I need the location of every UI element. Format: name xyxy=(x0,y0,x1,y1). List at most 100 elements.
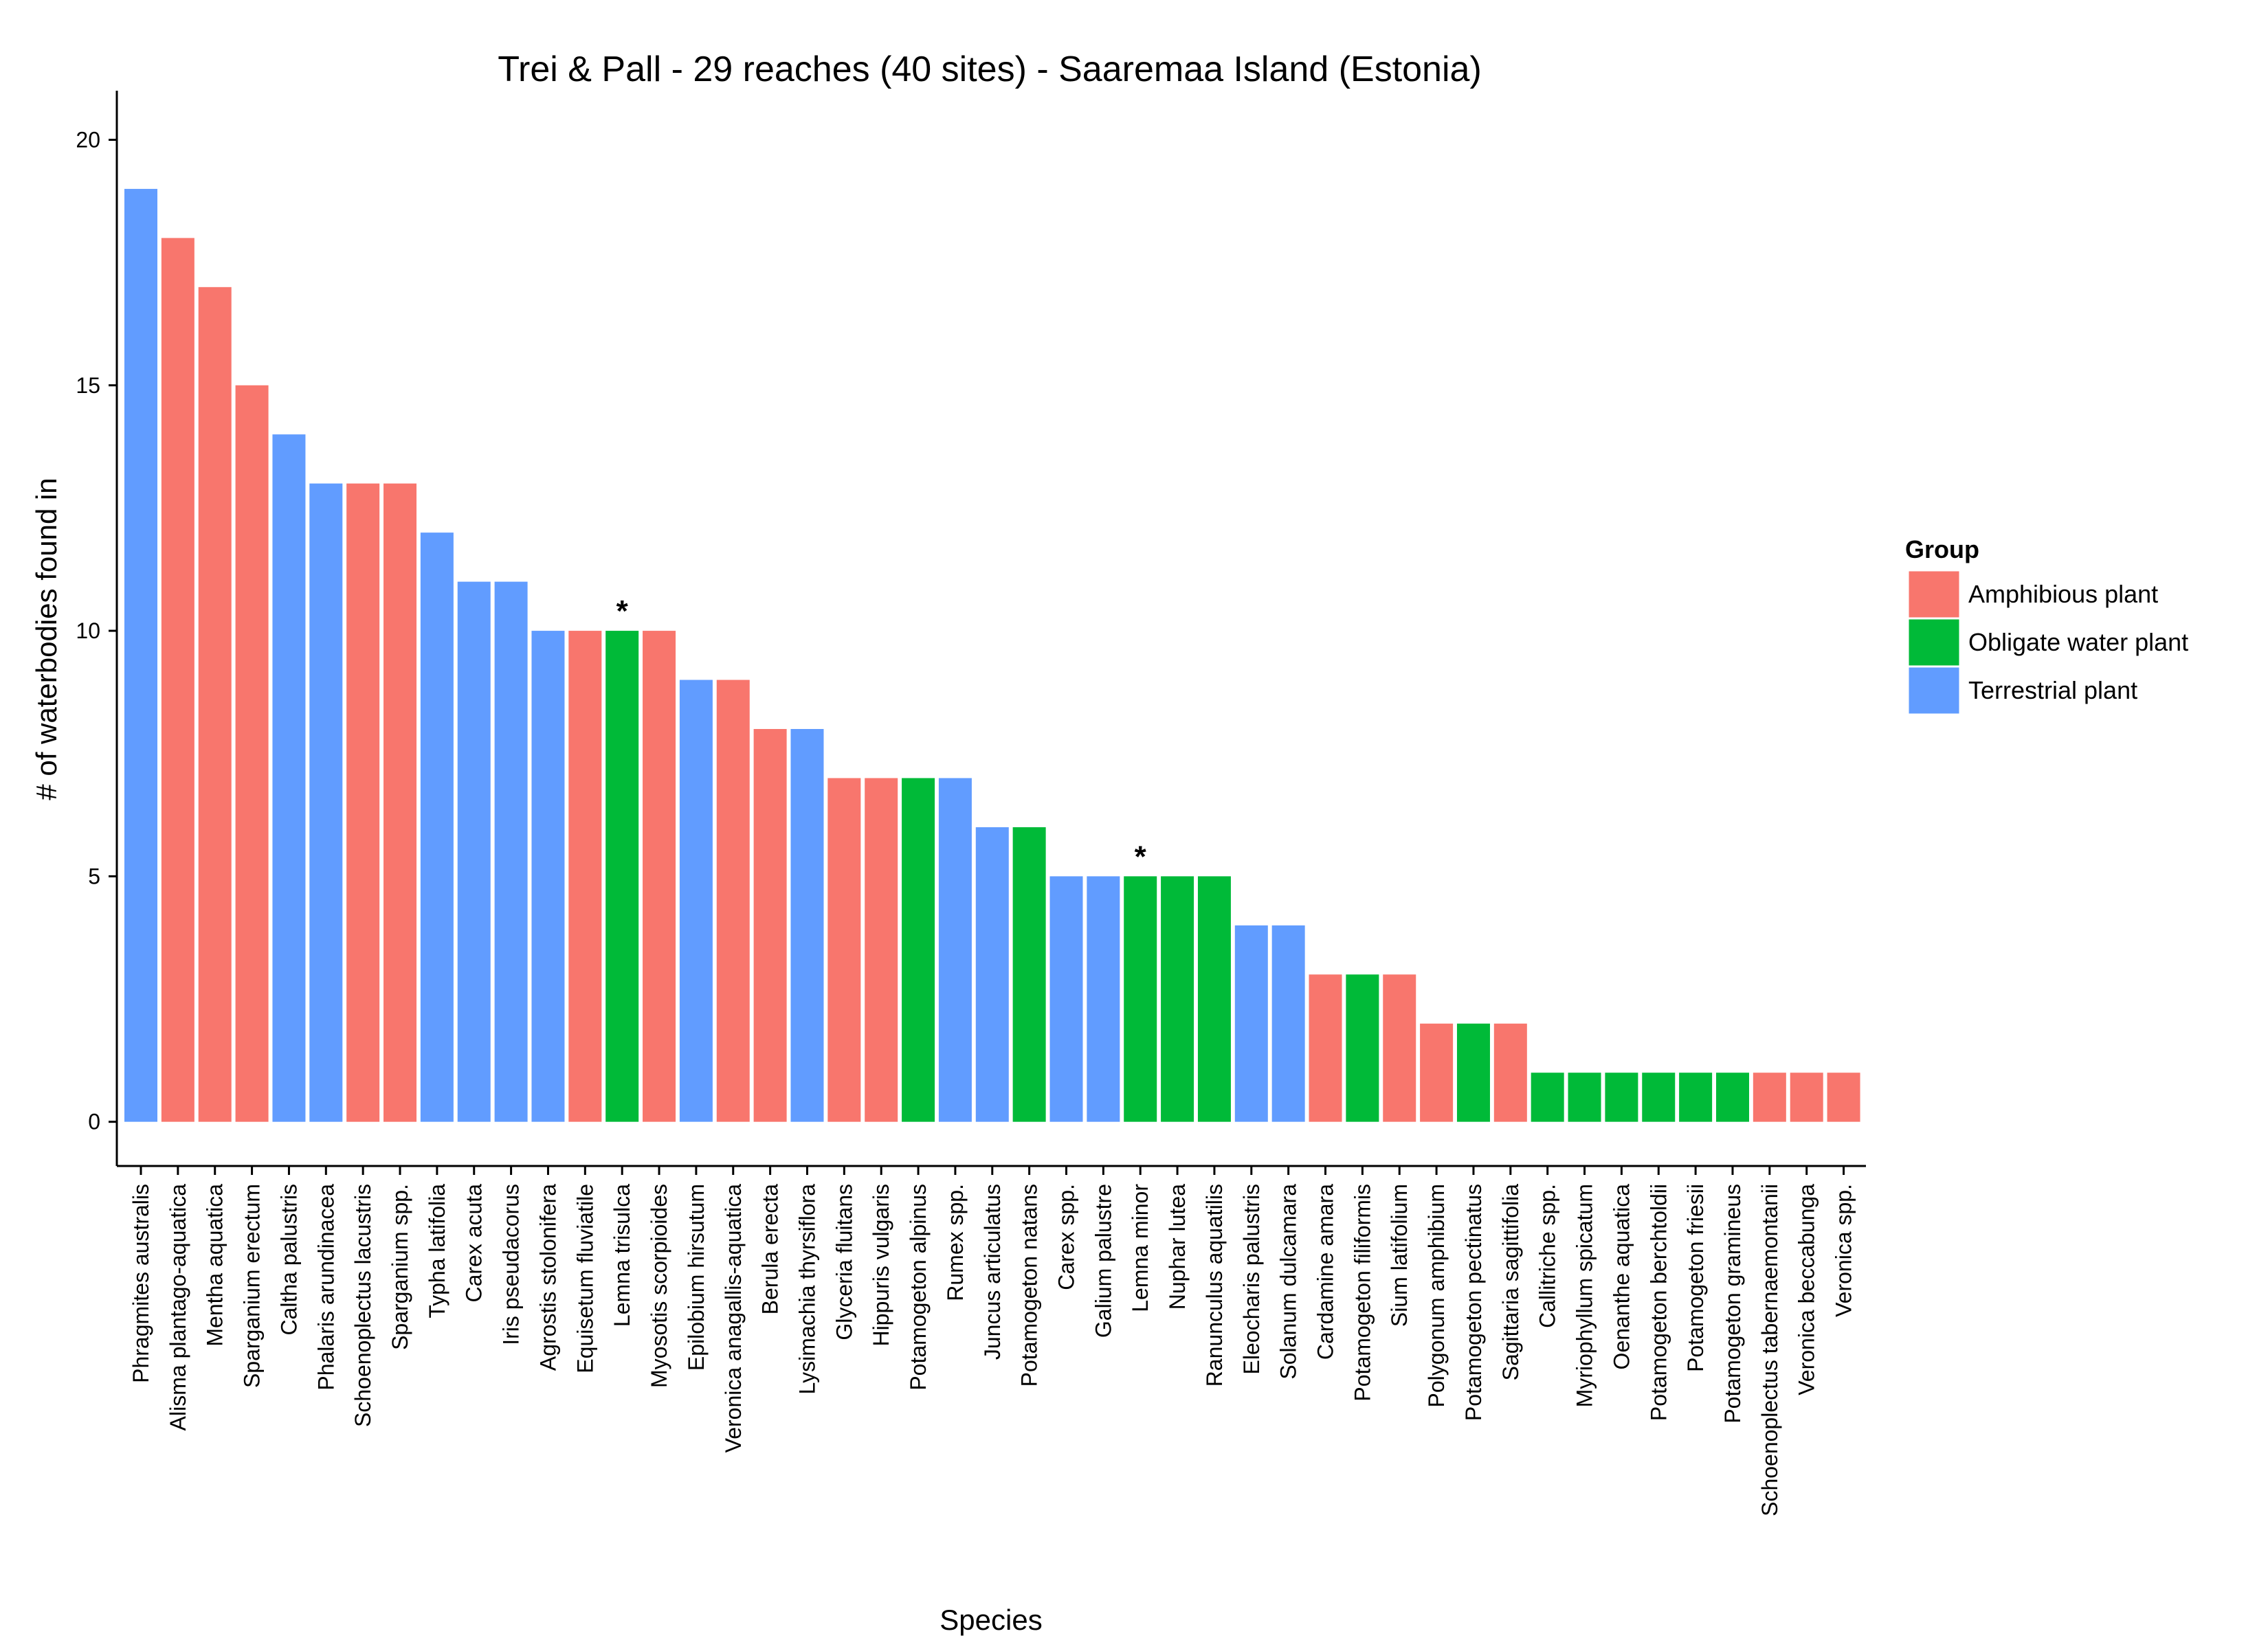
bar xyxy=(605,631,639,1122)
x-tick-label: Sagittaria sagittifolia xyxy=(1498,1184,1523,1381)
x-tick-label: Potamogeton friesii xyxy=(1683,1184,1708,1372)
bar xyxy=(1012,827,1046,1122)
bar xyxy=(1715,1073,1749,1122)
legend: Group Amphibious plant Obligate water pla… xyxy=(1905,535,2188,716)
legend-label: Terrestrial plant xyxy=(1968,676,2137,704)
x-tick-label: Carex acuta xyxy=(462,1184,487,1303)
bar xyxy=(1234,925,1268,1122)
bar xyxy=(383,483,417,1122)
legend-label: Amphibious plant xyxy=(1968,580,2158,608)
legend-title: Group xyxy=(1905,535,1979,563)
x-axis: Phragmites australis Alisma plantago-aqua… xyxy=(117,1165,1866,1516)
bar xyxy=(309,483,343,1122)
plot-area: ** xyxy=(124,188,1860,1122)
bar xyxy=(1642,1073,1676,1122)
x-tick-label: Carex spp. xyxy=(1054,1184,1079,1290)
y-tick-label: 10 xyxy=(76,618,100,643)
legend-label: Obligate water plant xyxy=(1968,628,2188,656)
y-axis: 0 5 10 15 20 xyxy=(76,91,118,1166)
bar xyxy=(531,631,565,1122)
bar xyxy=(975,827,1009,1122)
x-tick-label: Galium palustre xyxy=(1091,1184,1115,1338)
x-tick-label: Schoenoplectus tabernaemontanii xyxy=(1757,1184,1782,1516)
bar xyxy=(865,778,898,1122)
x-tick-label: Oenanthe aquatica xyxy=(1609,1184,1634,1370)
x-tick-label: Agrostis stolonifera xyxy=(535,1184,560,1371)
bar xyxy=(1124,876,1157,1122)
x-tick-label: Epilobium hirsutum xyxy=(684,1184,709,1371)
bar xyxy=(1309,974,1342,1122)
bar xyxy=(494,581,528,1122)
bar xyxy=(1161,876,1194,1122)
bar xyxy=(346,483,380,1122)
x-tick-label: Juncus articulatus xyxy=(980,1184,1005,1360)
bar xyxy=(1827,1073,1860,1122)
y-axis-title: # of waterbodies found in xyxy=(30,478,63,800)
y-tick-label: 0 xyxy=(88,1110,100,1134)
x-tick-label: Cardamine amara xyxy=(1313,1184,1338,1360)
bar xyxy=(1531,1073,1564,1122)
x-tick-label: Lemna minor xyxy=(1128,1184,1153,1312)
x-axis-title: Species xyxy=(940,1604,1042,1636)
x-tick-label: Glyceria fluitans xyxy=(832,1184,856,1340)
x-tick-label: Schoenoplectus lacustris xyxy=(351,1184,375,1427)
x-tick-label: Nuphar lutea xyxy=(1165,1184,1190,1310)
bar xyxy=(1568,1073,1601,1122)
x-tick-label: Potamogeton pectinatus xyxy=(1461,1184,1486,1421)
x-tick-label: Solanum dulcamara xyxy=(1276,1184,1301,1380)
bar xyxy=(1271,925,1305,1122)
x-tick-label: Iris pseudacorus xyxy=(499,1184,524,1345)
x-tick-label: Rumex spp. xyxy=(943,1184,968,1301)
x-tick-label: Myosotis scorpioides xyxy=(647,1184,671,1388)
x-tick-label: Hippuris vulgaris xyxy=(869,1184,893,1347)
bar xyxy=(1197,876,1231,1122)
bar xyxy=(753,729,787,1122)
bar xyxy=(1420,1023,1454,1122)
x-tick-label: Phalaris arundinacea xyxy=(313,1184,338,1391)
x-tick-label: Lysimachia thyrsiflora xyxy=(794,1184,819,1395)
bar xyxy=(272,434,306,1122)
x-tick-label: Equisetum fluviatile xyxy=(572,1184,597,1373)
bar-annotation: * xyxy=(616,594,629,628)
bar xyxy=(1605,1073,1638,1122)
x-tick-label: Veronica spp. xyxy=(1832,1184,1856,1317)
x-tick-label: Sium latifolium xyxy=(1387,1184,1412,1327)
bar xyxy=(1346,974,1379,1122)
legend-key xyxy=(1906,665,1961,716)
x-tick-label: Potamogeton gramineus xyxy=(1720,1184,1745,1424)
x-tick-label: Mentha aquatica xyxy=(203,1184,227,1347)
bar-annotation: * xyxy=(1135,840,1147,873)
bar xyxy=(716,680,750,1122)
bar xyxy=(679,680,713,1122)
x-tick-label: Veronica anagallis-aquatica xyxy=(721,1184,746,1453)
bar xyxy=(902,778,935,1122)
x-tick-label: Veronica beccabunga xyxy=(1794,1184,1819,1395)
x-tick-label: Caltha palustris xyxy=(276,1184,301,1336)
bar xyxy=(827,778,861,1122)
bar xyxy=(643,631,676,1122)
bar xyxy=(420,532,454,1122)
bar xyxy=(1049,876,1083,1122)
y-tick-label: 5 xyxy=(88,864,100,888)
x-tick-label: Myriophyllum spicatum xyxy=(1572,1184,1597,1407)
bar xyxy=(1087,876,1120,1122)
legend-key xyxy=(1906,617,1961,668)
x-tick-label: Alisma plantago-aquatica xyxy=(166,1184,190,1431)
y-tick-label: 15 xyxy=(76,373,100,398)
bar xyxy=(1790,1073,1823,1122)
x-tick-label: Potamogeton berchtoldii xyxy=(1646,1184,1671,1421)
x-tick-label: Phragmites australis xyxy=(129,1184,153,1383)
bar xyxy=(1493,1023,1527,1122)
bar xyxy=(1753,1073,1786,1122)
bar xyxy=(1383,974,1416,1122)
x-tick-label: Typha latifolia xyxy=(425,1184,449,1319)
x-tick-label: Polygonum amphibium xyxy=(1424,1184,1449,1408)
x-tick-label: Sparganium spp. xyxy=(388,1184,412,1350)
bar xyxy=(1456,1023,1490,1122)
bar xyxy=(198,287,232,1122)
x-tick-label: Potamogeton natans xyxy=(1017,1184,1042,1387)
bar xyxy=(568,631,602,1122)
bar xyxy=(938,778,972,1122)
bar xyxy=(161,238,194,1122)
